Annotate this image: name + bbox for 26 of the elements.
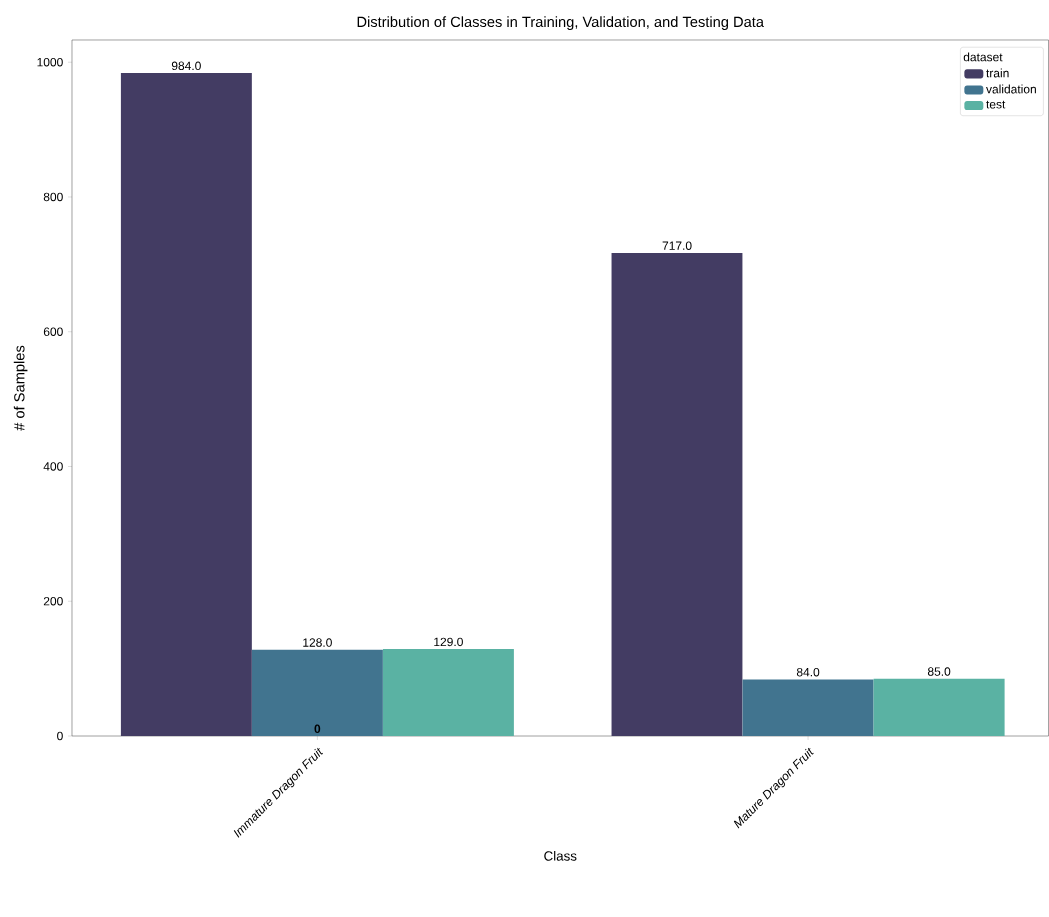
annotation: 0	[314, 724, 321, 734]
data-label: 984.0	[171, 61, 201, 71]
bar	[742, 679, 874, 736]
x-axis-title: Class	[544, 850, 577, 861]
data-label: 85.0	[927, 667, 951, 676]
y-tick-label: 800	[43, 192, 63, 202]
legend-title: dataset	[963, 52, 1003, 62]
data-label: 717.0	[662, 241, 692, 250]
bar	[251, 649, 383, 736]
bar	[611, 252, 743, 736]
data-label: 84.0	[796, 667, 820, 677]
legend-label: train	[986, 68, 1009, 78]
y-tick-label: 400	[43, 462, 63, 471]
y-tick-label: 0	[57, 731, 63, 741]
y-tick-label: 1000	[37, 57, 63, 67]
y-tick-label: 200	[43, 596, 63, 606]
bar	[120, 73, 252, 736]
legend-label: test	[986, 100, 1006, 109]
data-label: 128.0	[303, 638, 332, 647]
y-axis-title: # of Samples	[13, 345, 28, 431]
legend-label: validation	[986, 84, 1036, 94]
bar	[873, 678, 1005, 736]
y-tick-label: 600	[43, 327, 63, 336]
chart-title: Distribution of Classes in Training, Validation, and Testing Data	[357, 16, 764, 30]
bar	[382, 649, 514, 736]
data-label: 129.0	[434, 637, 463, 647]
